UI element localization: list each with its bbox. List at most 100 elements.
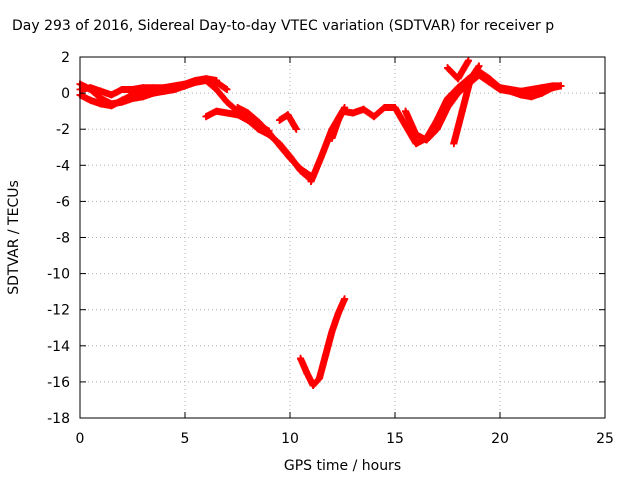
data-point [108,102,115,110]
data-point [507,87,514,95]
data-point [334,116,342,124]
data-point [370,113,378,121]
y-tick-label: -10 [47,267,70,283]
data-point [303,369,311,377]
data-point [318,152,325,160]
data-point [286,154,294,162]
x-tick-label: 15 [386,431,404,447]
series-4 [202,107,273,135]
y-tick-label: -14 [47,339,70,355]
series-8 [328,104,349,142]
data-point [341,295,349,303]
data-point [496,86,504,93]
data-point [108,91,115,99]
data-point [87,84,94,92]
data-point [284,111,292,119]
series-6 [276,111,300,133]
data-point [97,87,105,95]
data-point [265,129,273,137]
data-point [454,89,462,97]
data-point [402,122,409,130]
x-tick-label: 20 [491,431,509,447]
data-point [276,141,283,149]
data-point [433,125,441,133]
data-point [450,140,458,148]
y-tick-label: -2 [56,122,70,138]
data-point [213,107,220,115]
data-point [412,140,420,148]
y-tick-label: 0 [61,86,70,102]
data-point [538,89,546,97]
data-point [223,98,231,106]
x-axis-label: GPS time / hours [284,458,401,474]
data-point [444,104,451,111]
y-tick-label: -12 [47,303,70,319]
y-tick-label: -8 [56,231,70,247]
data-point [341,104,349,111]
data-point [557,82,565,90]
x-tick-label: 25 [596,431,614,447]
y-tick-label: 2 [61,50,70,66]
data-point [292,125,300,133]
data-point [465,57,472,65]
data-point [118,96,126,104]
data-point [360,105,367,113]
data-point [412,131,420,139]
y-tick-label: -4 [56,158,70,174]
x-tick-label: 5 [181,431,190,447]
data-point [444,64,451,72]
data-point [402,107,409,115]
data-point [276,116,283,124]
x-tick-label: 0 [76,431,85,447]
data-point [391,104,399,111]
data-point [234,111,241,119]
data-point [454,75,462,83]
x-tick-label: 10 [281,431,299,447]
series-7 [307,104,399,185]
data-point [297,165,304,173]
data-point [139,89,147,97]
data-point [97,100,105,108]
y-tick-label: -6 [56,194,70,210]
data-point [528,86,535,93]
data-point [309,382,317,389]
y-axis-label: SDTVAR / TECUs [6,180,22,295]
data-point [244,109,252,117]
data-point [223,109,231,117]
data-point [202,77,210,84]
data-point [118,86,126,93]
series-12 [444,57,472,83]
data-point [192,77,199,84]
data-point [307,178,315,185]
data-point [244,116,252,124]
data-point [150,87,157,95]
data-point [160,86,168,93]
data-point [297,354,304,362]
data-point [234,104,241,111]
data-point [458,107,466,115]
data-point [517,91,525,99]
data-point [129,91,136,99]
data-point [444,95,451,102]
data-point [181,80,189,88]
data-point [223,86,231,93]
data-point [315,374,323,382]
data-layer [76,57,565,389]
data-point [322,351,330,359]
data-point [328,327,336,335]
y-tick-label: -16 [47,375,70,391]
data-point [467,75,475,83]
data-point [255,118,262,126]
y-tick-label: -18 [47,411,70,427]
data-point [475,62,483,70]
data-point [423,136,430,144]
data-point [213,77,220,84]
chart-title: Day 293 of 2016, Sidereal Day-to-day VTE… [12,18,555,34]
data-point [349,109,357,117]
data-point [171,82,178,90]
data-point [328,134,336,142]
series-5 [234,104,315,180]
